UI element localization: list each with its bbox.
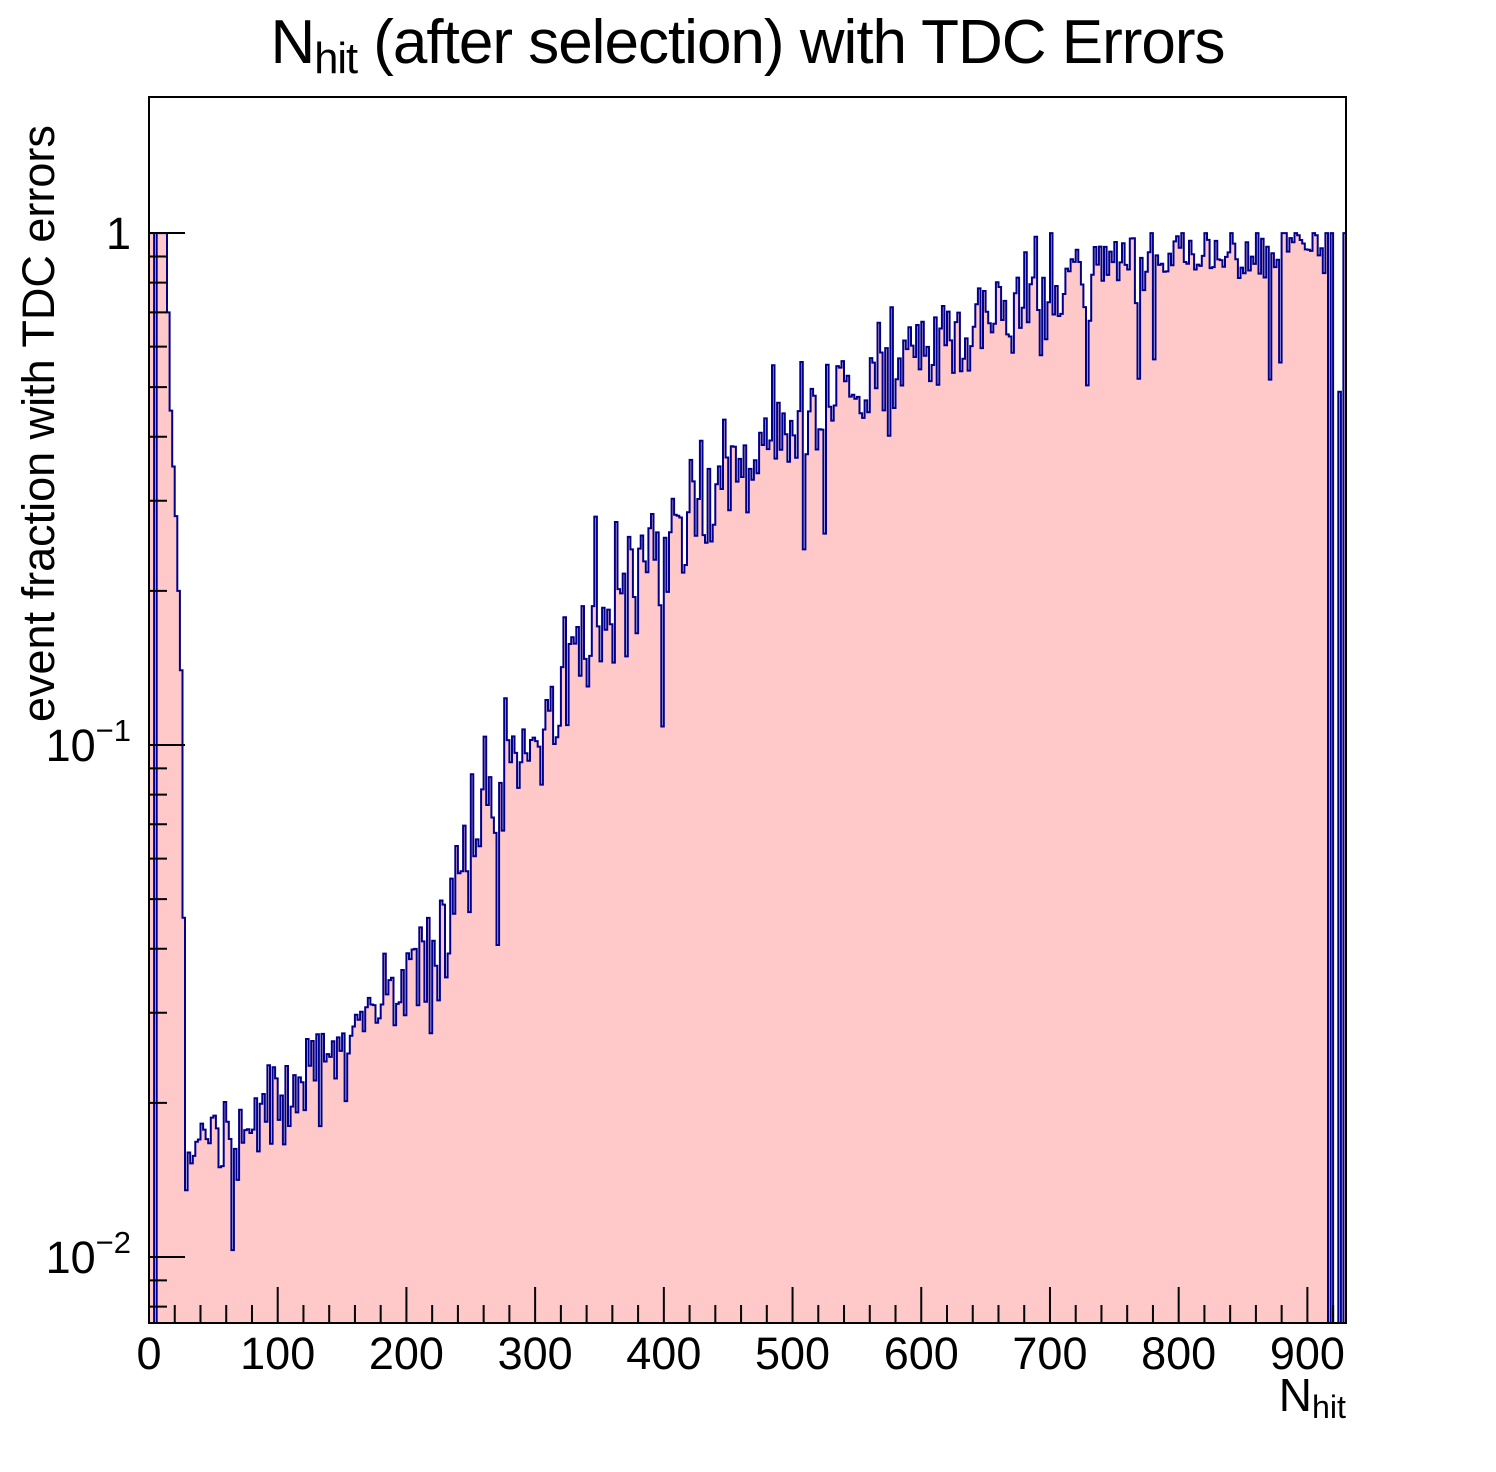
x-tick-label: 0 [136,1328,161,1379]
plot-frame [148,96,1347,1324]
chart-title-rest: (after selection) with TDC Errors [357,8,1225,77]
chart-title-main: N [270,8,315,77]
x-tick-label: 100 [240,1328,315,1379]
x-axis: 0 100 200 300 400 500 600 700 800 900 [136,1287,1345,1379]
chart-title: Nhit (after selection) with TDC Errors [149,8,1346,81]
x-tick-label: 500 [755,1328,830,1379]
x-tick-label: 600 [884,1328,959,1379]
histogram-outline [148,232,1347,1324]
chart-title-subscript: hit [314,34,358,83]
x-tick-label: 700 [1012,1328,1087,1379]
x-tick-label: 800 [1141,1328,1216,1379]
y-axis: 1 10−1 10−2 [46,208,185,1308]
x-axis-title-subscript: hit [1312,1389,1346,1426]
x-axis-title: Nhit [1046,1369,1346,1423]
x-axis-title-main: N [1278,1369,1312,1421]
x-tick-label: 900 [1270,1328,1345,1379]
y-tick-label: 1 [106,208,131,259]
x-tick-label: 400 [626,1328,701,1379]
x-tick-label: 200 [369,1328,444,1379]
y-tick-label: 10−1 [46,713,131,771]
y-tick-label: 10−2 [46,1225,131,1283]
histogram-fill [149,233,1346,1324]
x-tick-label: 300 [498,1328,573,1379]
